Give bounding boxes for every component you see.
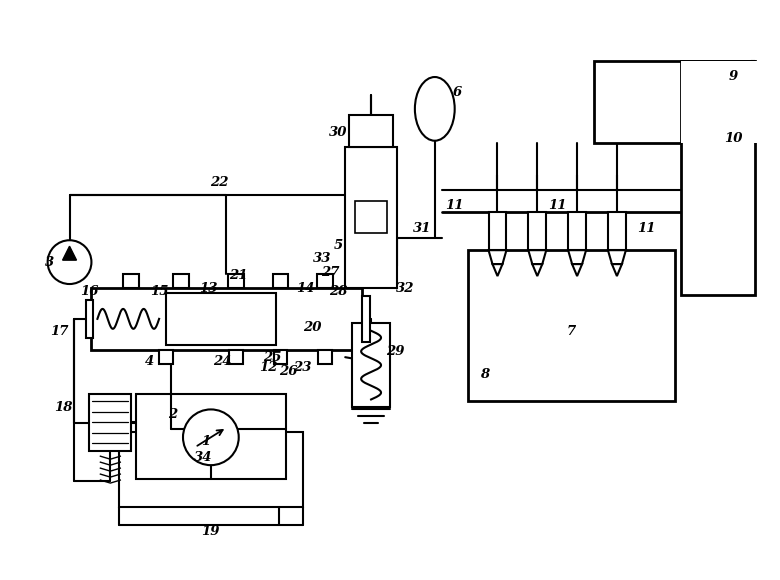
Bar bbox=[87, 300, 94, 338]
Text: 14: 14 bbox=[296, 281, 314, 295]
Text: 24: 24 bbox=[214, 355, 232, 368]
Bar bbox=[362, 296, 370, 342]
Polygon shape bbox=[572, 264, 582, 276]
Polygon shape bbox=[488, 250, 506, 264]
Text: 15: 15 bbox=[150, 285, 168, 299]
Bar bbox=[608, 212, 626, 250]
Text: 30: 30 bbox=[329, 126, 348, 139]
Text: 32: 32 bbox=[395, 281, 414, 295]
Bar bbox=[681, 61, 755, 295]
Text: 11: 11 bbox=[548, 199, 566, 212]
Polygon shape bbox=[62, 246, 76, 260]
Text: 13: 13 bbox=[200, 281, 218, 295]
Text: 7: 7 bbox=[566, 325, 576, 338]
Text: 18: 18 bbox=[55, 401, 73, 414]
Text: 6: 6 bbox=[453, 86, 463, 99]
Bar bbox=[91, 288, 362, 350]
Text: 34: 34 bbox=[193, 451, 212, 463]
Polygon shape bbox=[608, 250, 626, 264]
Bar bbox=[123, 274, 139, 288]
Text: 19: 19 bbox=[201, 525, 220, 538]
Circle shape bbox=[183, 409, 239, 465]
Bar bbox=[318, 350, 332, 364]
Circle shape bbox=[48, 240, 91, 284]
Polygon shape bbox=[568, 250, 586, 264]
Text: 11: 11 bbox=[637, 222, 656, 235]
Text: 11: 11 bbox=[445, 199, 464, 212]
Text: 27: 27 bbox=[321, 266, 339, 278]
Bar bbox=[168, 295, 274, 343]
Bar bbox=[349, 115, 393, 147]
Text: 4: 4 bbox=[144, 355, 154, 368]
Text: 12: 12 bbox=[259, 361, 278, 374]
Text: 9: 9 bbox=[729, 70, 738, 82]
Text: 22: 22 bbox=[210, 176, 228, 189]
Bar bbox=[351, 117, 391, 144]
Text: 17: 17 bbox=[51, 325, 69, 338]
Text: 23: 23 bbox=[293, 361, 312, 374]
Polygon shape bbox=[492, 264, 502, 276]
Polygon shape bbox=[532, 264, 542, 276]
Polygon shape bbox=[528, 250, 546, 264]
Bar bbox=[272, 274, 289, 288]
Bar bbox=[136, 394, 285, 479]
Bar bbox=[594, 61, 751, 143]
Text: 26: 26 bbox=[279, 365, 298, 378]
Bar bbox=[568, 212, 586, 250]
Bar bbox=[159, 350, 173, 364]
Text: 33: 33 bbox=[313, 252, 332, 264]
Text: 3: 3 bbox=[45, 256, 55, 269]
Bar bbox=[229, 350, 243, 364]
Text: 28: 28 bbox=[329, 285, 348, 299]
Bar bbox=[347, 148, 395, 286]
Bar bbox=[346, 147, 397, 288]
Bar bbox=[90, 393, 131, 451]
Text: 31: 31 bbox=[413, 222, 431, 235]
Text: 20: 20 bbox=[303, 321, 321, 334]
Text: 10: 10 bbox=[724, 132, 743, 145]
Text: 25: 25 bbox=[264, 351, 282, 364]
Bar bbox=[488, 212, 506, 250]
Bar bbox=[681, 61, 768, 143]
Bar bbox=[317, 274, 333, 288]
Text: 29: 29 bbox=[386, 345, 404, 358]
Bar bbox=[228, 274, 243, 288]
Text: 1: 1 bbox=[201, 435, 211, 448]
Bar bbox=[274, 350, 288, 364]
Ellipse shape bbox=[415, 77, 455, 141]
Bar bbox=[166, 293, 275, 345]
Text: 2: 2 bbox=[168, 408, 178, 421]
Text: 8: 8 bbox=[480, 368, 489, 381]
Bar bbox=[173, 274, 189, 288]
Bar bbox=[468, 250, 675, 401]
Text: 16: 16 bbox=[80, 285, 99, 299]
Text: 5: 5 bbox=[334, 239, 343, 252]
Polygon shape bbox=[612, 264, 622, 276]
Bar bbox=[119, 432, 303, 507]
Text: 21: 21 bbox=[229, 269, 248, 281]
Bar bbox=[94, 290, 360, 348]
Bar bbox=[528, 212, 546, 250]
Bar bbox=[355, 201, 387, 233]
Bar bbox=[353, 323, 390, 407]
